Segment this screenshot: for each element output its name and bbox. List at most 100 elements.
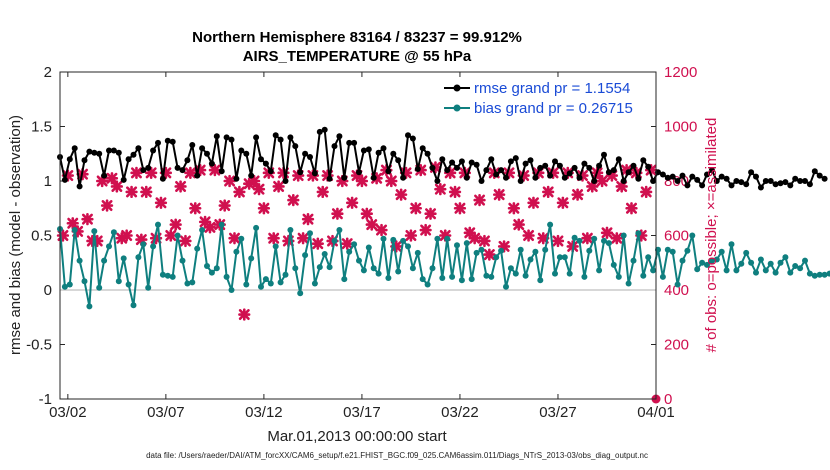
obs-assimilated-point — [252, 183, 266, 196]
bias-point — [669, 248, 676, 255]
bias-point — [522, 272, 529, 279]
rmse-point — [71, 145, 78, 152]
obs-assimilated-point — [404, 229, 418, 242]
bias-point — [792, 263, 799, 269]
rmse-point — [155, 139, 161, 146]
bias-point — [615, 273, 622, 280]
bias-point — [223, 273, 230, 280]
rmse-point — [282, 178, 289, 184]
rmse-point — [630, 162, 637, 169]
rmse-point — [792, 175, 799, 182]
chart-title: Northern Hemisphere 83164 / 83237 = 99.9… — [192, 29, 522, 46]
bias-point — [287, 227, 294, 233]
right-tick-label: 400 — [664, 282, 689, 299]
rmse-point — [532, 174, 539, 181]
bias-point — [91, 228, 98, 235]
bias-point — [120, 255, 127, 262]
obs-assimilated-point — [169, 218, 182, 231]
obs-assimilated-point — [66, 217, 79, 230]
bias-point — [272, 243, 279, 250]
bias-point — [601, 237, 607, 244]
rmse-point — [213, 133, 220, 140]
rmse-point — [556, 162, 563, 169]
obs-assimilated-point — [365, 218, 378, 231]
right-y-ticks: 020040060080010001200 — [651, 64, 697, 408]
obs-assimilated-point — [551, 234, 565, 248]
bias-point — [454, 242, 460, 249]
bias-point — [816, 271, 823, 278]
y-axis-label-right: # of obs: o=possible; ×=assimilated — [703, 118, 720, 353]
obs-assimilated-point — [164, 229, 177, 242]
bias-point — [385, 275, 392, 281]
bias-point — [238, 235, 245, 242]
bias-point — [277, 279, 284, 286]
rmse-point — [777, 180, 784, 187]
bias-point — [307, 230, 313, 237]
bias-point — [174, 232, 181, 239]
left-tick-label: 0 — [44, 282, 52, 299]
rmse-point — [669, 173, 676, 180]
bias-point — [586, 247, 593, 254]
rmse-point — [199, 145, 206, 152]
rmse-point — [811, 168, 818, 175]
bias-point — [76, 257, 83, 264]
obs-assimilated-point — [331, 207, 344, 220]
bias-point — [150, 243, 157, 250]
rmse-point — [179, 167, 186, 174]
bias-point — [208, 269, 215, 276]
bias-point — [400, 237, 407, 244]
rmse-point — [341, 174, 348, 181]
obs-assimilated-point — [272, 180, 285, 193]
chart-subtitle: AIRS_TEMPERATURE @ 55 hPa — [243, 48, 472, 65]
bias-point — [390, 236, 397, 243]
bias-point — [591, 235, 598, 242]
obs-assimilated-point — [542, 185, 555, 199]
rmse-point — [762, 178, 769, 184]
rmse-point — [591, 178, 598, 184]
rmse-point — [208, 160, 215, 167]
bias-point — [542, 246, 549, 253]
bias-point — [115, 278, 122, 285]
legend-bias-marker — [453, 104, 461, 112]
obs-assimilated-point — [296, 232, 310, 245]
bias-point — [802, 257, 808, 264]
rmse-point — [753, 173, 759, 180]
bias-point — [787, 269, 794, 276]
bias-point — [767, 260, 774, 267]
rmse-point — [561, 174, 568, 181]
bias-point — [253, 224, 260, 231]
bias-point — [81, 278, 88, 285]
rmse-point — [365, 146, 372, 153]
rmse-point — [174, 164, 181, 171]
bias-point — [552, 270, 558, 277]
bias-point — [302, 252, 309, 259]
obs-assimilated-point — [287, 193, 300, 207]
obs-assimilated-point — [468, 232, 481, 245]
rmse-point — [400, 174, 407, 181]
bias-point — [444, 235, 451, 242]
rmse-point — [375, 149, 382, 156]
bias-point — [561, 254, 568, 261]
bias-point — [316, 264, 323, 271]
bias-point — [738, 260, 745, 267]
rmse-point — [503, 174, 509, 181]
bias-point — [684, 247, 691, 254]
bias-point — [341, 276, 348, 283]
data-file-footer: data file: /Users/raeder/DAI/ATM_forcXX/… — [146, 451, 648, 460]
rmse-point — [635, 175, 642, 182]
rmse-point — [96, 150, 103, 157]
bias-point — [674, 281, 681, 288]
rmse-point — [243, 150, 250, 157]
bias-point — [635, 230, 642, 237]
rmse-point — [434, 178, 441, 184]
rmse-point — [552, 158, 558, 165]
rmse-point — [576, 174, 583, 181]
obs-assimilated-point — [556, 196, 570, 209]
bias-point — [743, 249, 750, 256]
rmse-point — [414, 166, 421, 172]
rmse-point — [694, 176, 701, 183]
rmse-point — [385, 168, 392, 175]
obs-assimilated-point — [110, 180, 123, 193]
bias-point — [258, 283, 264, 290]
obs-assimilated-point — [483, 248, 496, 261]
